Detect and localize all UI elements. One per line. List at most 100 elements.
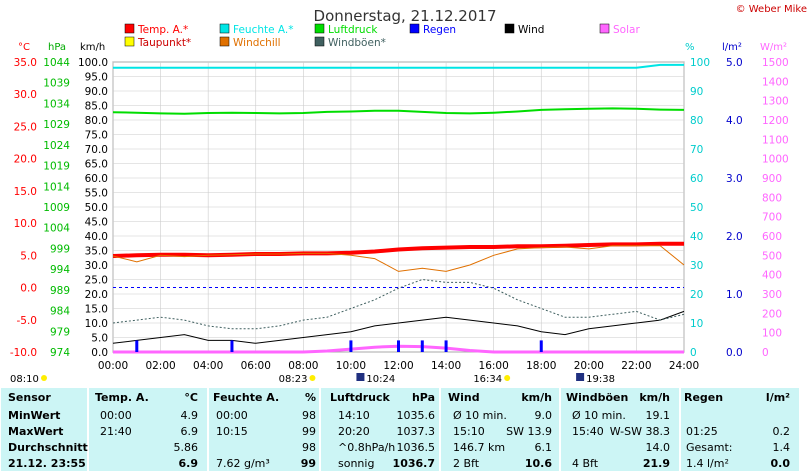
temp-tick-label: 5.0 <box>20 250 37 262</box>
table-cell: 01:25 <box>686 425 718 438</box>
solar-tick-label: 600 <box>762 231 782 243</box>
table-cell: 99 <box>302 425 316 438</box>
solar-tick-label: 400 <box>762 270 782 282</box>
sun-events: 08:10 08:23 10:24 16:34 19:38 <box>10 373 615 385</box>
kmh-tick-label: 95.0 <box>85 72 108 84</box>
table-cell: Gesamt: <box>686 441 733 454</box>
table-header: Regen <box>684 391 723 404</box>
table-header: Temp. A. <box>95 391 149 404</box>
solar-tick-label: 1200 <box>762 115 789 127</box>
hpa-tick-label: 1044 <box>43 57 70 69</box>
table-cell: 1035.6 <box>397 409 436 422</box>
kmh-tick-label: 85.0 <box>85 101 108 113</box>
kmh-tick-label: 20.0 <box>85 289 108 301</box>
solar-tick-label: 900 <box>762 173 782 185</box>
table-cell: sonnig <box>338 457 374 470</box>
time-tick-label: 02:00 <box>145 360 175 372</box>
table-cell: 0.0 <box>771 457 791 470</box>
time-tick-label: 22:00 <box>621 360 651 372</box>
table-cell: 14:10 <box>338 409 370 422</box>
kmh-tick-label: 0.0 <box>91 347 108 359</box>
solar-tick-label: 100 <box>762 328 782 340</box>
table-cell: 6.9 <box>181 425 199 438</box>
table-cell: 20:20 <box>338 425 370 438</box>
hpa-tick-label: 1034 <box>43 98 70 110</box>
table-section <box>681 388 799 471</box>
table-header: km/h <box>521 391 552 404</box>
pct-tick-label: 90 <box>690 86 703 98</box>
table-section <box>441 388 559 471</box>
table-section <box>89 388 207 471</box>
legend-swatch <box>599 23 610 34</box>
table-cell: 1037.3 <box>397 425 436 438</box>
time-tick-label: 24:00 <box>669 360 699 372</box>
legend-swatch <box>314 36 325 47</box>
series-lines <box>112 63 685 354</box>
table-cell: 1.4 l/m² <box>686 457 729 470</box>
moon-event-time: 19:38 <box>586 374 615 385</box>
table-header: Luftdruck <box>330 391 391 404</box>
unit-kmh: km/h <box>80 42 105 53</box>
table-cell: 0.2 <box>773 425 791 438</box>
table-cell: 10:15 <box>216 425 248 438</box>
pct-tick-label: 10 <box>690 318 703 330</box>
rain-bar <box>539 340 543 352</box>
time-tick-label: 04:00 <box>193 360 223 372</box>
series-line-luftdruck <box>112 107 685 115</box>
table-cell: Ø 10 min. <box>572 409 626 422</box>
table-header: hPa <box>412 391 435 404</box>
unit-hpa: hPa <box>48 42 66 53</box>
sunset-time: 16:34 <box>473 374 502 385</box>
legend-label: Regen <box>423 24 456 36</box>
time-tick-label: 16:00 <box>479 360 509 372</box>
table-cell: 6.1 <box>535 441 553 454</box>
kmh-tick-label: 90.0 <box>85 86 108 98</box>
hpa-tick-label: 1039 <box>43 78 70 90</box>
rain-tick-label: 0.0 <box>726 347 743 359</box>
temp-tick-label: 30.0 <box>14 89 37 101</box>
table-row-label: Durchschnitt <box>8 441 88 454</box>
table-section <box>321 388 439 471</box>
stats-table: Sensor Temp. A. °C Feuchte A.% Luftdruck hPa W… <box>1 388 799 471</box>
unit-percent: % <box>685 42 695 53</box>
hpa-tick-label: 1029 <box>43 119 70 131</box>
rain-bar <box>349 340 353 352</box>
table-row-label: MinWert <box>8 409 60 422</box>
table-cell: 1.4 <box>773 441 791 454</box>
table-header: l/m² <box>766 391 790 404</box>
legend-label: Feuchte A.* <box>233 24 294 36</box>
table-cell: 9.0 <box>535 409 553 422</box>
pct-tick-label: 30 <box>690 260 703 272</box>
series-line-windben <box>112 278 685 330</box>
legend-label: Solar <box>613 24 640 36</box>
kmh-tick-label: 80.0 <box>85 115 108 127</box>
pct-tick-label: 100 <box>690 57 710 69</box>
rain-tick-label: 4.0 <box>726 115 743 127</box>
legend-label: Windböen* <box>328 37 386 49</box>
table-cell: 19.1 <box>646 409 671 422</box>
legend-swatch <box>219 36 230 47</box>
table-cell: 15:40 <box>572 425 604 438</box>
copyright-text: © Weber Mike <box>736 4 807 15</box>
moon-phase-icon <box>576 373 585 381</box>
time-tick-label: 20:00 <box>574 360 604 372</box>
temp-tick-label: 20.0 <box>14 154 37 166</box>
rain-bar <box>444 340 448 352</box>
solar-tick-label: 200 <box>762 308 782 320</box>
axis-ticks: 35.0 30.0 25.0 20.0 15.0 10.0 5.0 0.0 -5.0 -10.0 1… <box>10 57 789 372</box>
rain-bar <box>135 340 139 352</box>
legend-label: Windchill <box>233 37 281 49</box>
kmh-tick-label: 10.0 <box>85 318 108 330</box>
legend-swatch <box>219 23 230 34</box>
temp-tick-label: 25.0 <box>14 121 37 133</box>
moon-phase-icon <box>356 373 365 381</box>
table-cell: 1036.7 <box>393 457 435 470</box>
table-cell: 4 Bft <box>572 457 599 470</box>
table-cell: SW 13.9 <box>506 425 552 438</box>
temp-tick-label: 0.0 <box>20 283 37 295</box>
hpa-tick-label: 1014 <box>43 181 70 193</box>
legend-swatch <box>124 23 135 34</box>
rain-tick-label: 5.0 <box>726 57 743 69</box>
table-cell: 5.86 <box>174 441 199 454</box>
